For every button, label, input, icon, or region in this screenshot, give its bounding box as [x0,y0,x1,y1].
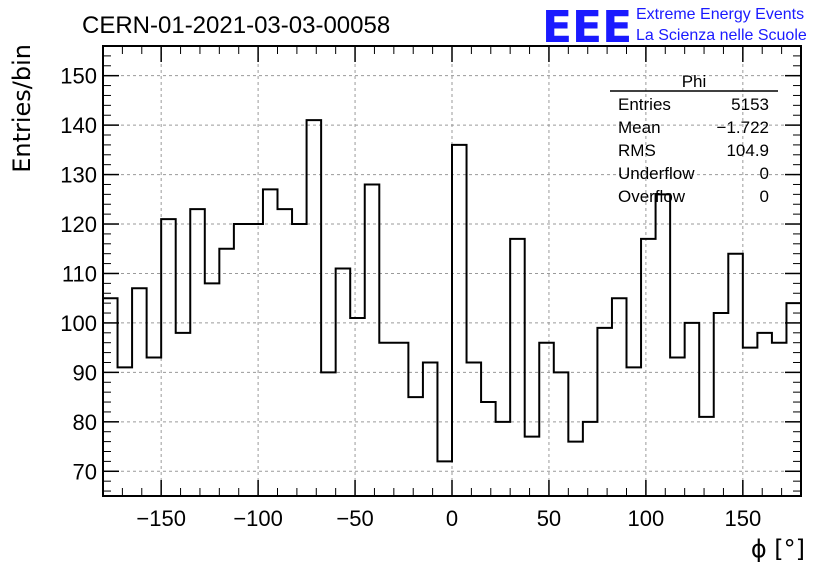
histogram-bin [757,333,772,496]
stats-row-label: Mean [618,118,661,137]
logo-line-2: La Scienza nelle Scuole [636,27,807,44]
histogram-bin [437,461,452,496]
stats-title: Phi [682,72,707,91]
histogram-bin [118,367,133,496]
histogram-bin [568,442,583,496]
stats-row-label: Overflow [618,187,686,206]
histogram-bin [728,254,743,496]
histogram-bin [510,239,525,496]
histogram-bin [612,298,627,496]
y-axis-label: Entries/bin [8,44,36,173]
histogram-bin [408,397,423,496]
x-tick-label: −150 [136,506,186,531]
histogram-bin [699,417,714,496]
histogram-bin [307,120,322,496]
x-axis-ticks: −150 −100 −50 0 50 100 150 [102,46,802,531]
histogram-bin [554,372,569,496]
histogram-bin [539,343,554,496]
histogram-bin [205,283,220,496]
histogram-bin [321,372,336,496]
x-axis-label: ϕ [°] [751,535,805,563]
histogram-bin [190,209,205,496]
histogram-bin [132,288,147,496]
histogram-bin [219,249,234,496]
x-tick-label: 100 [628,506,665,531]
y-tick-label: 80 [73,410,97,435]
stats-row-label: Underflow [618,164,695,183]
histogram-bin [685,323,700,496]
y-axis-ticks: 70 80 90 100 110 120 130 140 150 [60,45,801,492]
y-tick-label: 130 [60,163,97,188]
histogram-bin [786,303,801,496]
y-tick-label: 110 [62,261,97,286]
y-tick-label: 90 [73,360,97,385]
histogram-bin [263,189,278,496]
histogram-bin [423,362,438,496]
y-tick-label: 140 [60,113,97,138]
y-tick-label: 100 [60,311,97,336]
y-tick-label: 70 [73,459,97,484]
histogram-bin [147,358,162,496]
histogram-bin [176,333,191,496]
logo-line-1: Extreme Energy Events [636,6,804,23]
histogram-bin [597,328,612,496]
histogram-bin [292,224,307,496]
x-tick-label: 150 [724,506,761,531]
x-tick-label: 0 [446,506,458,531]
stats-row-value: 5153 [731,95,769,114]
histogram-bin [583,422,598,496]
histogram-bin [350,318,365,496]
histogram-bin [656,194,671,496]
histogram-bin [467,362,482,496]
y-tick-label: 120 [60,212,97,237]
histogram-bin [641,239,656,496]
histogram-bin [525,437,540,496]
x-tick-label: 50 [537,506,561,531]
stats-box: Phi Entries 5153 Mean −1.722 RMS 104.9 Underfl… [610,72,778,206]
stats-row-label: Entries [618,95,671,114]
histogram-bin [234,224,249,496]
stats-row-label: RMS [618,141,656,160]
eee-logo: EEE Extreme Energy Events La Scienza nel… [542,2,807,53]
histogram-bin [481,402,496,496]
histogram-bin [336,269,351,496]
histogram-bin [278,209,293,496]
histogram-bin [627,367,642,496]
histogram-bin [772,343,787,496]
histogram-bin [365,184,380,496]
histogram-bin [714,313,729,496]
histogram-bin [452,145,467,496]
y-tick-label: 150 [60,64,97,89]
chart-title: CERN-01-2021-03-03-00058 [82,12,390,39]
histogram-bin [103,298,118,496]
stats-row-value: 0 [760,164,769,183]
histogram-bin [743,348,758,496]
histogram-bins [103,120,801,496]
stats-row-value: 104.9 [726,141,769,160]
histogram-bin [379,343,394,496]
x-tick-label: −100 [233,506,283,531]
histogram-bin [248,224,263,496]
histogram-bin [394,343,409,496]
histogram-bin [496,422,511,496]
stats-row-value: −1.722 [717,118,769,137]
logo-mark: EEE [542,2,632,53]
histogram-bin [670,358,685,496]
histogram-bin [161,219,176,496]
histogram-outline [102,119,802,496]
stats-row-value: 0 [760,187,769,206]
x-tick-label: −50 [336,506,373,531]
